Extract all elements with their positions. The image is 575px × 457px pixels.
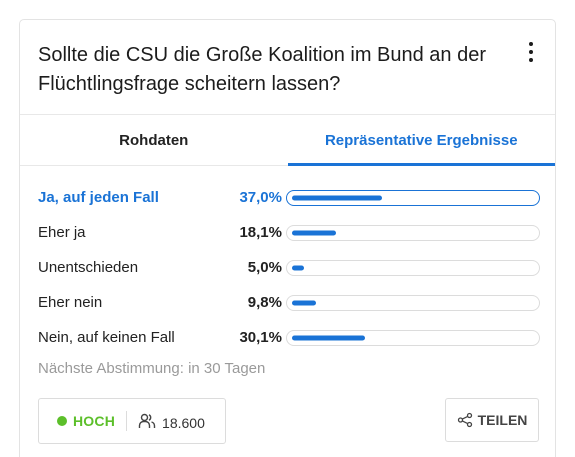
result-percent: 30,1% (239, 329, 282, 346)
result-row-unentschieden[interactable]: Unentschieden 5,0% (38, 250, 540, 285)
result-label: Nein, auf keinen Fall (38, 329, 175, 346)
result-row-ja-auf-jeden-fall[interactable]: Ja, auf jeden Fall 37,0% (38, 180, 540, 215)
result-bar-track (286, 294, 540, 311)
result-bar-fill (292, 300, 316, 305)
result-bar-fill (292, 265, 305, 270)
result-row-nein-auf-keinen-fall[interactable]: Nein, auf keinen Fall 30,1% (38, 320, 540, 355)
tab-rohdaten[interactable]: Rohdaten (119, 131, 189, 149)
share-button[interactable]: TEILEN (445, 398, 539, 442)
result-percent: 37,0% (239, 189, 282, 206)
results-list: Ja, auf jeden Fall 37,0% Eher ja 18,1% U… (38, 180, 540, 355)
poll-stats: HOCH 18.600 (38, 398, 226, 444)
result-bar-track (286, 259, 540, 276)
result-bar-fill (292, 335, 365, 340)
result-label: Eher nein (38, 294, 103, 311)
more-options-button[interactable] (525, 40, 537, 64)
stats-divider (126, 411, 128, 431)
result-label: Ja, auf jeden Fall (38, 189, 159, 206)
share-label: TEILEN (477, 412, 528, 428)
share-icon (457, 412, 472, 428)
result-label: Unentschieden (38, 259, 139, 276)
next-vote-info: Nächste Abstimmung: in 30 Tagen (38, 360, 266, 377)
result-label: Eher ja (38, 224, 86, 241)
level-dot-icon (57, 416, 67, 426)
result-bar-fill (292, 195, 382, 200)
poll-card: Sollte die CSU die Große Koalition im Bu… (19, 19, 556, 457)
result-bar-track (286, 224, 540, 241)
result-row-eher-nein[interactable]: Eher nein 9,8% (38, 285, 540, 320)
result-percent: 5,0% (247, 259, 282, 276)
poll-question: Sollte die CSU die Große Koalition im Bu… (38, 44, 487, 95)
result-bar-track (286, 329, 540, 346)
users-icon (138, 413, 156, 428)
result-row-eher-ja[interactable]: Eher ja 18,1% (38, 215, 540, 250)
participant-count: 18.600 (162, 415, 205, 431)
tab-repraesentative-ergebnisse[interactable]: Repräsentative Ergebnisse (287, 115, 556, 166)
result-bar-fill (292, 230, 336, 235)
result-percent: 18,1% (239, 224, 282, 241)
result-bar-track (286, 189, 540, 206)
more-vertical-icon (529, 42, 533, 46)
significance-level: HOCH (73, 413, 116, 429)
result-tabs: Rohdaten Repräsentative Ergebnisse (20, 114, 555, 166)
result-percent: 9,8% (247, 294, 282, 311)
